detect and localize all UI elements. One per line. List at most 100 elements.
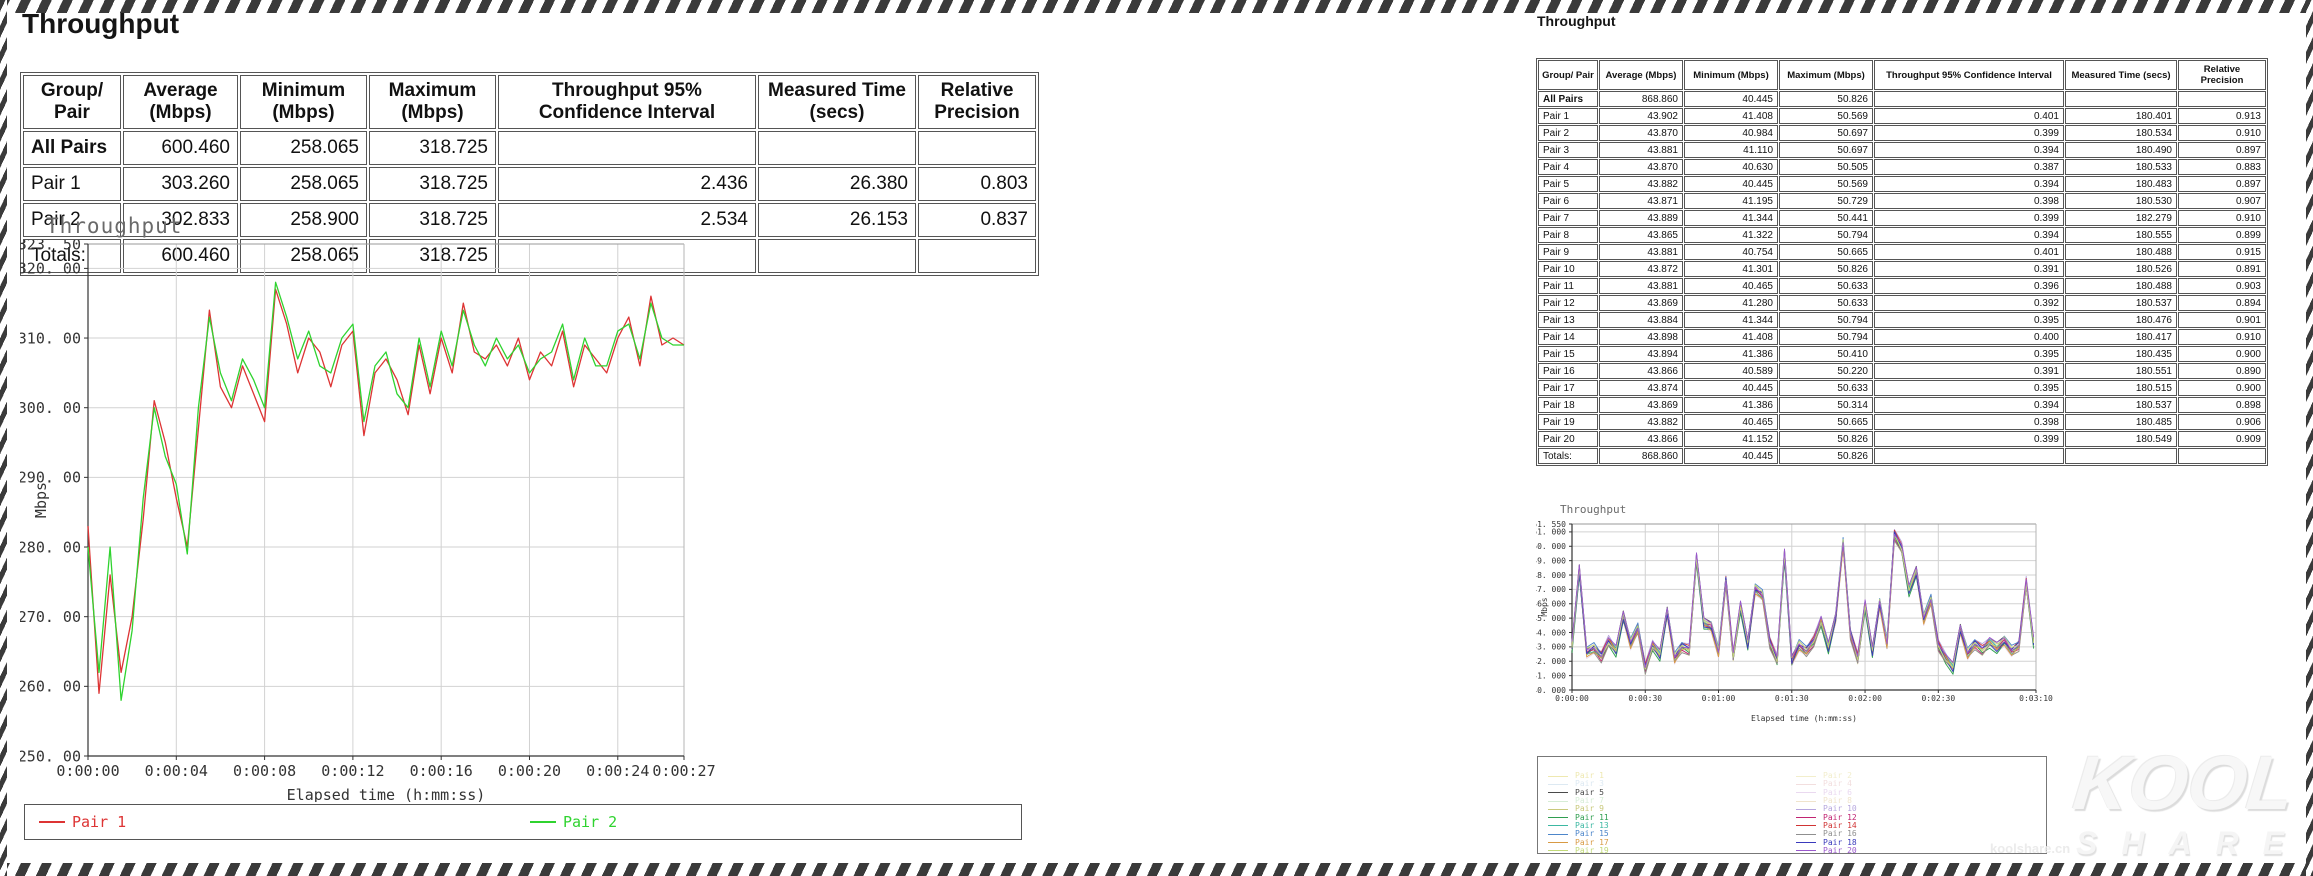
table-cell: 50.220 (1779, 363, 1873, 379)
table-cell: 40.445 (1684, 176, 1778, 192)
table-cell: 318.725 (369, 131, 496, 165)
table-cell: 50.441 (1779, 210, 1873, 226)
table-cell: 0.394 (1874, 176, 2064, 192)
table-cell: 50.697 (1779, 125, 1873, 141)
column-header: Measured Time (secs) (2065, 60, 2177, 90)
table-cell: 2.436 (498, 167, 756, 201)
svg-text:46. 000: 46. 000 (1536, 600, 1566, 609)
legend-color-line-icon (1796, 800, 1816, 802)
legend-pair-15: Pair 15 (1548, 830, 1796, 838)
table-cell: 0.906 (2178, 414, 2266, 430)
axis-labels: 40. 000 41. 000 42. 000 43. 000 44. 000 45. 0… (1536, 520, 2053, 723)
table-cell: 0.897 (2178, 176, 2266, 192)
table-cell: 0.900 (2178, 346, 2266, 362)
table-cell: 180.530 (2065, 193, 2177, 209)
legend-pair-1: Pair 1 (39, 813, 530, 831)
table-cell: 50.826 (1779, 91, 1873, 107)
legend-pair-7: Pair 7 (1548, 797, 1796, 805)
svg-text:290. 00: 290. 00 (20, 469, 81, 487)
legend-color-line-icon (1548, 775, 1568, 777)
table-cell: 180.537 (2065, 397, 2177, 413)
legend-pair-13: Pair 13 (1548, 821, 1796, 830)
svg-text:0:03:10: 0:03:10 (2019, 694, 2053, 703)
chart-legend: Pair 1 Pair 2 (24, 804, 1022, 840)
legend-pair-5: Pair 5 (1548, 788, 1796, 797)
table-cell: 41.152 (1684, 431, 1778, 447)
watermark-url: koolshare.cn (1990, 841, 2071, 856)
decorative-striped-border-right (2306, 0, 2313, 876)
legend-pair-18: Pair 18 (1796, 838, 2036, 846)
table-cell: 0.395 (1874, 380, 2064, 396)
table-cell: 0.401 (1874, 244, 2064, 260)
series-pair-19 (1571, 534, 2035, 670)
legend-label: Pair 9 (1575, 804, 1604, 814)
table-cell: 43.898 (1599, 329, 1683, 345)
svg-text:260. 00: 260. 00 (20, 678, 81, 696)
gridlines (1571, 523, 2037, 691)
table-cell: 50.569 (1779, 176, 1873, 192)
table-cell (2065, 448, 2177, 464)
row-label: Pair 6 (1538, 193, 1598, 209)
table-cell: 50.794 (1779, 227, 1873, 243)
table-cell: 0.915 (2178, 244, 2266, 260)
legend-label: Pair 20 (1823, 845, 1857, 855)
table-cell: 0.803 (918, 167, 1036, 201)
svg-text:270. 00: 270. 00 (20, 608, 81, 626)
legend-label: Pair 18 (1823, 837, 1857, 847)
table-cell: 43.870 (1599, 159, 1683, 175)
row-label: Pair 8 (1538, 227, 1598, 243)
legend-label: Pair 7 (1575, 796, 1604, 806)
table-cell: 40.465 (1684, 414, 1778, 430)
row-label: Pair 2 (23, 203, 121, 237)
table-cell: 0.897 (2178, 142, 2266, 158)
table-cell: 0.391 (1874, 261, 2064, 277)
legend-pair-10: Pair 10 (1796, 805, 2036, 813)
table-row: Pair 20 43.866 41.152 50.826 0.399 180.549 0.9… (1538, 431, 2266, 447)
legend-label: Pair 15 (1575, 829, 1609, 839)
svg-text:44. 000: 44. 000 (1536, 628, 1566, 637)
svg-text:0:01:30: 0:01:30 (1775, 694, 1809, 703)
all-pairs-chart-legend: Pair 1 Pair 3 Pair 5 Pair 7 Pair 9 Pair 11 Pai… (1537, 756, 2047, 854)
table-cell: 43.882 (1599, 414, 1683, 430)
svg-text:0:00:30: 0:00:30 (1628, 694, 1662, 703)
table-cell: 0.910 (2178, 125, 2266, 141)
table-row: Pair 9 43.881 40.754 50.665 0.401 180.488 0.91… (1538, 244, 2266, 260)
table-cell: 0.903 (2178, 278, 2266, 294)
table-cell: 180.515 (2065, 380, 2177, 396)
legend-color-line-icon (1796, 825, 1816, 827)
table-cell: 43.894 (1599, 346, 1683, 362)
table-cell: 303.260 (123, 167, 238, 201)
table-cell: 180.549 (2065, 431, 2177, 447)
table-cell: 41.301 (1684, 261, 1778, 277)
legend-pair-14: Pair 14 (1796, 821, 2036, 830)
throughput-line-chart: 250. 00 260. 00 270. 00 280. 00 290. 00 300. … (20, 240, 716, 802)
table-cell: 41.344 (1684, 312, 1778, 328)
table-cell: 41.386 (1684, 346, 1778, 362)
legend-pair-3: Pair 3 (1548, 780, 1796, 788)
legend-label: Pair 8 (1823, 796, 1852, 806)
table-cell: 0.394 (1874, 142, 2064, 158)
table-row: Pair 12 43.869 41.280 50.633 0.392 180.537 0.8… (1538, 295, 2266, 311)
table-cell: 258.900 (240, 203, 367, 237)
table-cell: 50.794 (1779, 329, 1873, 345)
all-pairs-line-chart: 40. 000 41. 000 42. 000 43. 000 44. 000 45. 0… (1536, 520, 2053, 723)
legend-pair-6: Pair 6 (1796, 788, 2036, 797)
table-cell: 180.485 (2065, 414, 2177, 430)
table-cell: 180.555 (2065, 227, 2177, 243)
legend-color-line-icon (1548, 825, 1568, 827)
table-row: Pair 11 43.881 40.465 50.633 0.396 180.488 0.9… (1538, 278, 2266, 294)
table-cell (498, 239, 756, 273)
legend-color-line-icon (1796, 792, 1816, 794)
legend-pair-19: Pair 19 (1548, 846, 1796, 855)
legend-pair-11: Pair 11 (1548, 813, 1796, 821)
table-cell: 43.881 (1599, 244, 1683, 260)
table-cell: 26.380 (758, 167, 916, 201)
legend-pair-2: Pair 2 (530, 813, 1021, 831)
row-label: Pair 12 (1538, 295, 1598, 311)
row-label: Pair 7 (1538, 210, 1598, 226)
column-header: Relative Precision (918, 75, 1036, 129)
all-pairs-table: Group/ Pair Average (Mbps) Minimum (Mbps) M… (1536, 58, 2268, 466)
table-cell: 50.826 (1779, 431, 1873, 447)
legend-label: Pair 12 (1823, 812, 1857, 822)
table-cell: 0.901 (2178, 312, 2266, 328)
